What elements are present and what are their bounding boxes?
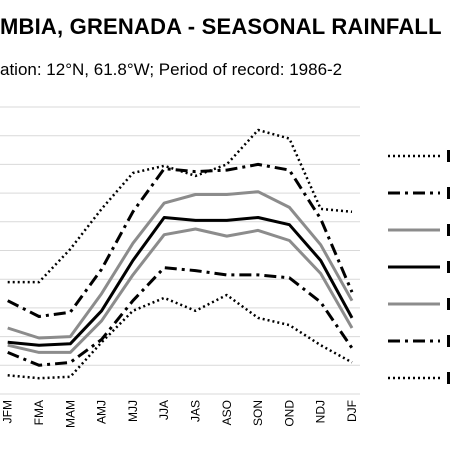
x-tick-label: JAS [188,400,202,422]
legend-label-edge [447,298,450,310]
x-tick-label: ASO [220,400,234,425]
legend [388,150,450,384]
x-tick-label: AMJ [95,400,109,424]
chart-subtitle: ation: 12°N, 61.8°W; Period of record: 1… [0,60,343,79]
x-tick-label: OND [282,400,296,427]
x-tick-label: JJA [157,400,171,420]
x-tick-label: FMA [32,400,46,425]
series-line-2 [7,162,354,318]
x-tick-label: NDJ [314,400,328,423]
series-line-4 [7,216,354,347]
gridlines [0,106,360,366]
legend-label-edge [447,150,450,162]
legend-label-edge [447,224,450,236]
series-line-1 [7,128,353,284]
legend-label-edge [447,187,450,199]
chart-title: MBIA, GRENADA - SEASONAL RAINFALL [0,14,442,39]
series-line-3 [7,190,354,340]
legend-label-edge [447,335,450,347]
x-tick-label: DJF [345,400,359,422]
series-line-6 [7,266,354,367]
legend-label-edge [447,372,450,384]
x-tick-label: MJJ [126,400,140,422]
legend-label-edge [447,261,450,273]
series-lines [7,128,354,380]
series-line-5 [7,227,354,354]
x-tick-labels: JFM FMA MAM AMJ MJJ JJA JAS ASO SON OND NDJ DJF [1,400,359,428]
x-tick-label: SON [251,400,265,426]
x-tick-label: MAM [63,400,77,428]
x-tick-label: JFM [1,400,15,423]
